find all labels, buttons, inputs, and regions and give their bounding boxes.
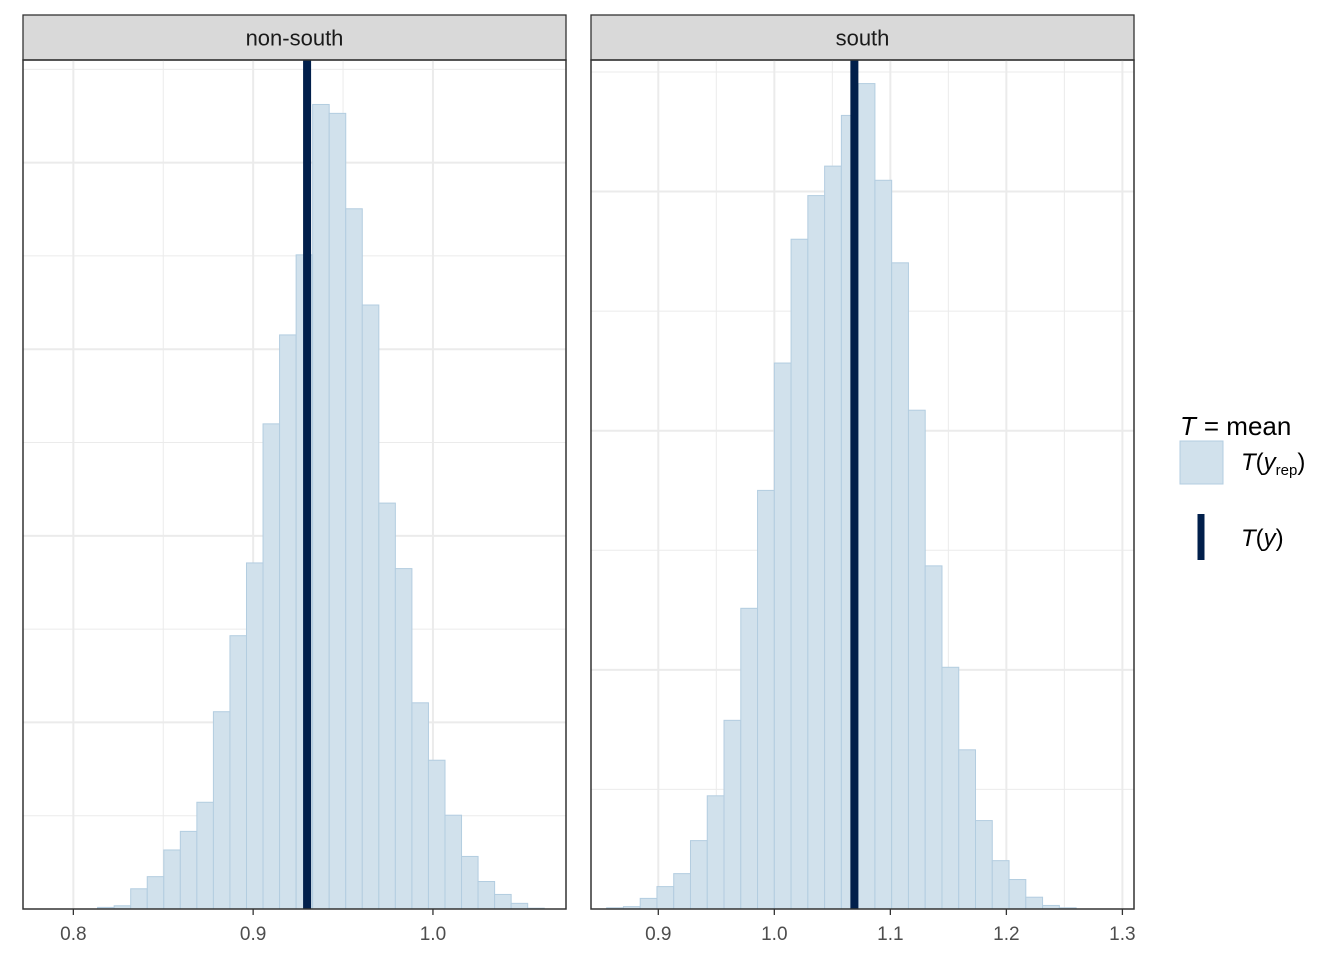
histogram-bar bbox=[790, 238, 809, 910]
histogram-bar bbox=[345, 208, 363, 910]
histogram-bar bbox=[807, 195, 826, 910]
x-tick-label: 0.9 bbox=[645, 924, 671, 945]
x-tick-label: 1.3 bbox=[1109, 924, 1135, 945]
histogram-bar bbox=[163, 849, 181, 910]
legend-rep-y: y bbox=[1262, 449, 1278, 476]
histogram-bar bbox=[757, 489, 775, 910]
histogram-bar bbox=[494, 893, 512, 910]
histogram-bar bbox=[328, 112, 347, 910]
histogram-bar bbox=[891, 262, 909, 910]
histogram-bar bbox=[740, 607, 759, 910]
histogram-bar bbox=[146, 876, 165, 910]
histogram-non-south bbox=[97, 103, 545, 910]
histogram-bar bbox=[378, 502, 396, 910]
histogram-bar bbox=[411, 702, 429, 910]
histogram-bar bbox=[394, 568, 413, 910]
legend-label-rep: T(yrep) bbox=[1241, 449, 1305, 479]
histogram-bar bbox=[262, 423, 281, 910]
legend-obs-close: ) bbox=[1276, 525, 1284, 552]
histogram-bar bbox=[279, 334, 297, 910]
strip-label-south: south bbox=[836, 26, 890, 51]
panel-border-south bbox=[590, 59, 1135, 910]
legend-rep-open: ( bbox=[1256, 449, 1264, 476]
histogram-bar bbox=[1025, 896, 1044, 910]
strip-non-south bbox=[22, 14, 567, 61]
panel-border-non-south bbox=[22, 59, 567, 910]
histogram-bar bbox=[477, 881, 496, 910]
histogram-bar bbox=[1008, 879, 1027, 910]
x-tick-label: 1.0 bbox=[420, 924, 446, 945]
x-axis-south: 0.9 1.0 1.1 1.2 1.3 bbox=[645, 909, 1136, 945]
histogram-bar bbox=[427, 759, 446, 910]
histogram-bar bbox=[245, 562, 264, 910]
legend-obs-y: y bbox=[1262, 525, 1278, 552]
histogram-bar bbox=[773, 362, 792, 910]
x-tick-label: 1.1 bbox=[877, 924, 903, 945]
legend-label-obs: T(y) bbox=[1241, 525, 1284, 552]
histogram-bar bbox=[361, 304, 380, 910]
histogram-bar bbox=[639, 897, 658, 910]
strip-label-non-south: non-south bbox=[246, 26, 344, 51]
histogram-bar bbox=[723, 719, 742, 910]
legend-title-text: = mean bbox=[1204, 411, 1291, 441]
histogram-bar bbox=[824, 165, 842, 910]
legend-rep-close: ) bbox=[1297, 449, 1305, 476]
histogram-bar bbox=[656, 886, 675, 910]
histogram-bar bbox=[179, 830, 198, 910]
histogram-bar bbox=[444, 814, 463, 910]
histogram-bar bbox=[229, 635, 247, 910]
legend-obs-open: ( bbox=[1256, 525, 1264, 552]
histogram-bar bbox=[941, 666, 960, 910]
legend-title: T = mean bbox=[1180, 411, 1291, 441]
strip-south bbox=[590, 14, 1135, 61]
histogram-bar bbox=[907, 409, 926, 910]
x-tick-label: 0.8 bbox=[60, 924, 86, 945]
histogram-bar bbox=[874, 179, 893, 910]
x-tick-label: 1.0 bbox=[761, 924, 787, 945]
panel-south: south 0.9 1.0 1.1 1.2 1.3 bbox=[590, 14, 1136, 945]
histogram-south bbox=[606, 83, 1077, 910]
legend-rep-T: T bbox=[1241, 449, 1258, 476]
histogram-bar bbox=[673, 873, 691, 910]
histogram-bar bbox=[461, 855, 479, 910]
histogram-bar bbox=[857, 83, 876, 910]
histogram-bar bbox=[991, 860, 1010, 910]
histogram-bar bbox=[212, 711, 231, 910]
histogram-bar bbox=[689, 840, 708, 910]
histogram-bar bbox=[312, 103, 330, 910]
histogram-bar bbox=[196, 801, 214, 910]
x-tick-label: 0.9 bbox=[240, 924, 266, 945]
legend-key-rep bbox=[1179, 440, 1224, 485]
histogram-bar bbox=[958, 749, 977, 910]
x-tick-label: 1.2 bbox=[993, 924, 1019, 945]
histogram-bar bbox=[510, 902, 529, 910]
legend-title-symbol: T bbox=[1180, 411, 1198, 441]
histogram-bar bbox=[924, 565, 943, 910]
panel-non-south: non-south 0.8 0.9 1.0 bbox=[22, 14, 567, 945]
histogram-bar bbox=[975, 820, 993, 910]
histogram-bar bbox=[706, 795, 725, 910]
histogram-bar bbox=[130, 888, 148, 910]
x-axis-non-south: 0.8 0.9 1.0 bbox=[60, 909, 446, 945]
legend: T = mean T(yrep) T(y) bbox=[1179, 411, 1305, 560]
legend-obs-T: T bbox=[1241, 525, 1258, 552]
legend-rep-sub: rep bbox=[1276, 462, 1298, 479]
